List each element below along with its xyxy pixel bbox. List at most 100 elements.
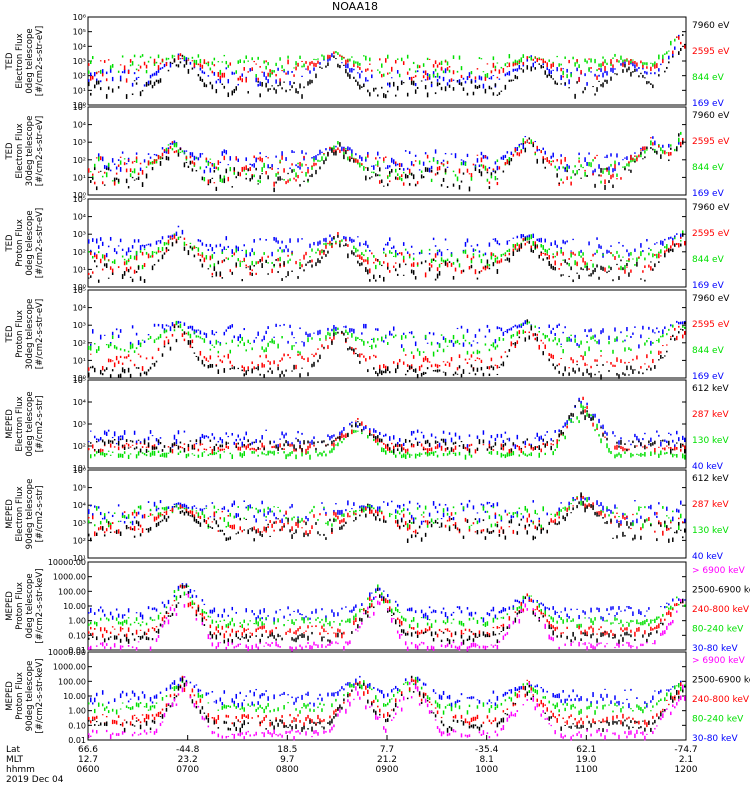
data-point — [323, 249, 325, 253]
data-point — [107, 162, 110, 167]
data-point — [488, 329, 491, 333]
data-point — [217, 61, 220, 63]
data-point — [323, 440, 325, 443]
data-point — [520, 324, 523, 328]
data-point — [478, 439, 481, 445]
data-point — [371, 252, 373, 255]
data-point — [153, 607, 156, 610]
legend-entry: 7960 eV — [692, 203, 730, 213]
data-point — [526, 438, 529, 441]
data-point — [151, 73, 154, 77]
data-point — [241, 446, 243, 448]
data-point — [205, 448, 208, 451]
data-point — [203, 451, 206, 453]
data-point — [345, 521, 347, 525]
data-point — [602, 266, 604, 271]
data-point — [506, 66, 509, 68]
data-point — [223, 246, 226, 250]
data-point — [556, 173, 558, 178]
data-point — [107, 167, 110, 171]
data-point — [221, 178, 224, 183]
data-point — [119, 373, 122, 378]
data-point — [377, 511, 379, 516]
data-point — [267, 326, 269, 330]
data-point — [183, 162, 186, 168]
data-point — [644, 156, 646, 159]
data-point — [544, 70, 546, 75]
data-point — [365, 240, 367, 246]
data-point — [333, 149, 335, 154]
data-point — [518, 152, 521, 157]
data-point — [408, 512, 411, 515]
data-point — [213, 607, 216, 613]
data-point — [434, 260, 437, 262]
data-point — [261, 346, 263, 350]
data-point — [422, 63, 425, 67]
data-point — [502, 338, 505, 341]
data-point — [375, 509, 377, 514]
data-point — [672, 240, 674, 246]
data-point — [624, 61, 626, 65]
data-point — [361, 163, 363, 166]
data-point — [339, 243, 341, 248]
data-point — [99, 606, 102, 609]
data-point — [341, 62, 343, 64]
data-point — [321, 151, 323, 153]
data-point — [600, 180, 602, 184]
data-point — [299, 259, 301, 261]
data-point — [492, 169, 495, 173]
data-point — [484, 265, 487, 268]
data-point — [291, 442, 293, 446]
data-point — [257, 56, 259, 60]
data-point — [478, 358, 481, 360]
data-point — [394, 514, 397, 520]
data-point — [213, 333, 216, 336]
data-point — [357, 81, 359, 86]
data-point — [373, 513, 375, 517]
data-point — [506, 438, 509, 440]
data-point — [343, 434, 345, 438]
data-point — [121, 71, 124, 74]
data-point — [492, 168, 495, 171]
data-point — [281, 151, 283, 157]
data-point — [365, 55, 367, 61]
data-point — [223, 155, 226, 161]
data-point — [193, 505, 196, 507]
data-point — [486, 612, 489, 615]
data-point — [121, 248, 124, 251]
data-point — [363, 323, 365, 329]
data-point — [438, 271, 441, 276]
data-point — [325, 522, 327, 525]
data-point — [151, 450, 154, 456]
data-point — [125, 442, 128, 445]
data-point — [103, 334, 106, 336]
data-point — [279, 57, 281, 61]
data-point — [127, 354, 130, 357]
data-point — [151, 166, 154, 171]
data-point — [275, 444, 277, 449]
data-point — [620, 55, 622, 60]
data-point — [534, 536, 537, 539]
data-point — [271, 251, 273, 257]
data-point — [558, 521, 560, 525]
data-point — [448, 526, 451, 532]
data-point — [658, 54, 660, 60]
data-point — [277, 67, 279, 71]
data-point — [654, 253, 656, 256]
data-point — [658, 330, 660, 333]
data-point — [145, 81, 148, 87]
data-point — [550, 438, 552, 441]
data-point — [540, 251, 542, 253]
data-point — [414, 75, 417, 78]
data-point — [390, 168, 393, 173]
data-point — [490, 365, 493, 368]
data-point — [345, 68, 347, 74]
data-point — [179, 446, 182, 448]
data-point — [412, 355, 415, 359]
data-point — [486, 259, 489, 264]
data-point — [500, 254, 503, 257]
data-point — [343, 64, 345, 66]
data-point — [303, 254, 305, 260]
data-point — [161, 449, 164, 452]
data-point — [666, 249, 668, 252]
